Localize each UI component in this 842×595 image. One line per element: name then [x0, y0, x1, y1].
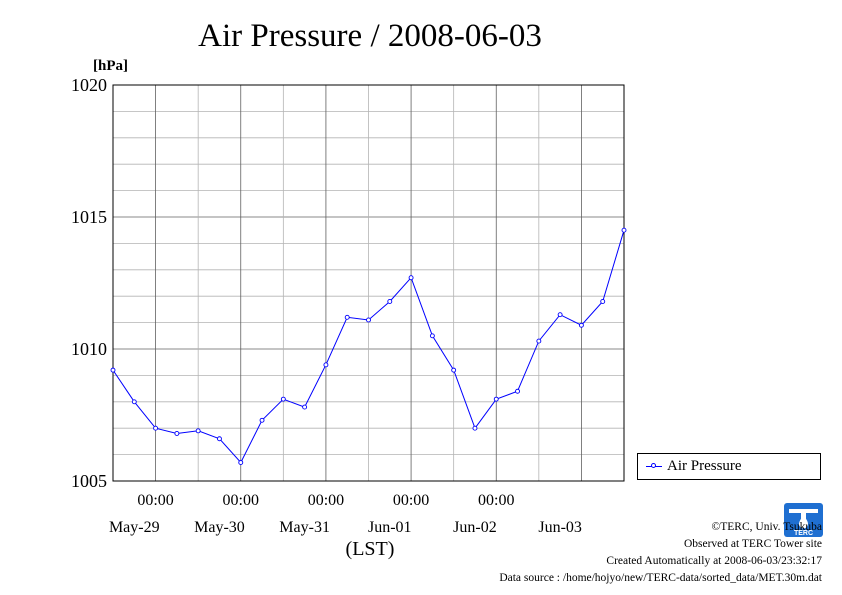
x-axis-label: (LST) [346, 538, 395, 560]
data-point [472, 425, 478, 431]
terc-logo-icon: TERC [784, 503, 823, 537]
x-axis-ticks: 00:00 00:00 00:00 00:00 00:00 May-29 May-30 May… [109, 492, 582, 536]
data-point [302, 404, 308, 410]
x-tick-date-label: Jun-03 [538, 519, 582, 536]
plot-frame [112, 84, 625, 482]
data-point [280, 396, 286, 402]
data-point [217, 436, 222, 442]
series-air-pressure [110, 227, 627, 465]
data-point [344, 314, 350, 320]
x-tick-date-label: May-29 [109, 519, 160, 536]
data-point [323, 362, 329, 368]
data-point [259, 417, 265, 423]
data-point [110, 367, 116, 373]
x-tick-date-label: Jun-02 [453, 519, 497, 536]
x-tick-time-label: 00:00 [393, 492, 429, 509]
created-timestamp-text: Created Automatically at 2008-06-03/23:3… [606, 555, 822, 567]
data-point [429, 333, 435, 339]
svg-text:TERC: TERC [794, 530, 813, 537]
y-tick-label: 1020 [71, 75, 107, 95]
grid-lines [113, 85, 624, 481]
legend-marker-swatch [651, 463, 656, 468]
data-point [536, 338, 542, 344]
data-point [451, 367, 457, 373]
data-point [238, 460, 244, 465]
legend-label: Air Pressure [667, 458, 742, 474]
x-tick-time-label: 00:00 [308, 492, 344, 509]
data-source-text: Data source : /home/hojyo/new/TERC-data/… [499, 572, 822, 584]
y-axis-ticks: 1005 1010 1015 1020 [71, 75, 107, 491]
data-point [515, 388, 520, 394]
x-tick-time-label: 00:00 [223, 492, 259, 509]
y-axis-unit-label: [hPa] [93, 58, 128, 74]
chart-legend: Air Pressure [637, 453, 821, 480]
data-point [131, 399, 137, 405]
data-point [408, 275, 414, 281]
data-point [366, 317, 371, 323]
data-point [153, 425, 159, 431]
data-point [621, 227, 627, 233]
data-point [195, 428, 201, 434]
data-point [600, 299, 606, 304]
x-tick-time-label: 00:00 [478, 492, 514, 509]
x-tick-time-label: 00:00 [137, 492, 173, 509]
data-point [578, 322, 584, 328]
observed-site-text: Observed at TERC Tower site [683, 538, 822, 550]
chart-title: Air Pressure / 2008-06-03 [198, 18, 542, 54]
data-point [174, 431, 180, 436]
copyright-text: ©TERC, Univ. Tsukuba [711, 521, 822, 533]
data-point [387, 299, 393, 304]
x-tick-date-label: May-30 [194, 519, 245, 536]
x-tick-date-label: May-31 [279, 519, 330, 536]
data-point [493, 396, 499, 402]
data-point [557, 312, 563, 318]
x-tick-date-label: Jun-01 [368, 519, 412, 536]
y-tick-label: 1015 [71, 207, 107, 227]
y-tick-label: 1005 [71, 471, 107, 491]
y-tick-label: 1010 [71, 339, 107, 359]
